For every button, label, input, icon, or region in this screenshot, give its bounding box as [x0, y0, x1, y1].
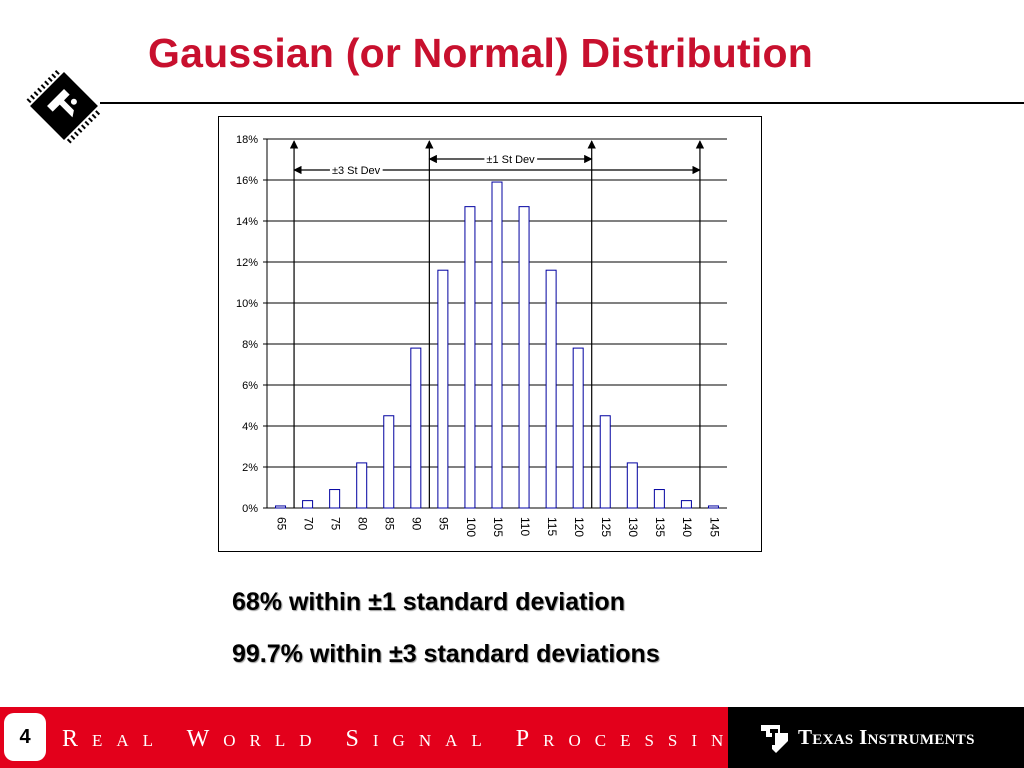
y-tick-label: 8% — [242, 339, 258, 351]
label-background — [329, 165, 383, 177]
x-tick-label: 100 — [464, 517, 478, 537]
x-tick-label: 145 — [707, 517, 721, 537]
ti-chip-logo — [26, 69, 101, 144]
x-tick-label: 95 — [437, 517, 451, 531]
bar — [707, 505, 719, 509]
x-tick-label: 75 — [328, 517, 342, 531]
bar — [275, 505, 287, 509]
x-tick-label: 105 — [491, 517, 505, 537]
bar — [599, 415, 611, 509]
bar — [491, 181, 503, 509]
x-tick-label: 130 — [626, 517, 640, 537]
footer-red-band: 4 Real World Signal ProcessingTM — [0, 707, 777, 768]
summary-one-sd: 68% within ±1 standard deviation — [232, 588, 625, 616]
y-tick-label: 6% — [242, 380, 258, 392]
y-tick-label: 2% — [242, 462, 258, 474]
bar — [572, 347, 584, 509]
company-name: Texas Instruments — [798, 725, 975, 749]
label-background — [484, 154, 538, 166]
bar — [410, 347, 422, 509]
y-tick-label: 12% — [236, 257, 258, 269]
x-tick-label: 80 — [356, 517, 370, 531]
y-tick-label: 18% — [236, 134, 258, 146]
y-tick-label: 10% — [236, 298, 258, 310]
y-tick-label: 16% — [236, 175, 258, 187]
bar — [329, 489, 341, 509]
x-tick-label: 70 — [301, 517, 315, 531]
x-tick-label: 135 — [653, 517, 667, 537]
x-tick-label: 110 — [518, 517, 532, 536]
bar — [383, 415, 395, 509]
ti-state-icon — [761, 725, 788, 753]
bar — [518, 206, 530, 509]
bar — [464, 206, 476, 509]
bar — [302, 500, 314, 509]
bar — [356, 462, 368, 509]
bar-chart: 0% 2% 4% 6% 8% 10% 12% 14% 16% 18% 65 70 75 80 85 90 95 1… — [236, 134, 727, 537]
bar — [626, 462, 638, 509]
three-sd-label: ±3 St Dev — [332, 165, 381, 177]
footer-bar: 4 Real World Signal ProcessingTM Texas I… — [0, 707, 1024, 768]
chart-frame: 0% 2% 4% 6% 8% 10% 12% 14% 16% 18% 65 70 75 80 85 90 95 1… — [218, 116, 762, 552]
y-tick-label: 14% — [236, 216, 258, 228]
tagline-text: Real World Signal Processing — [62, 726, 764, 752]
y-tick-label: 4% — [242, 421, 258, 433]
footer-tagline: Real World Signal ProcessingTM — [62, 724, 777, 753]
x-tick-label: 120 — [572, 517, 586, 537]
x-tick-label: 125 — [599, 517, 613, 537]
bar — [437, 269, 449, 509]
x-tick-label: 140 — [680, 517, 694, 537]
slide-title: Gaussian (or Normal) Distribution — [148, 30, 813, 76]
bar — [653, 489, 665, 509]
summary-three-sd: 99.7% within ±3 standard deviations — [232, 640, 660, 668]
title-divider — [100, 102, 1024, 104]
x-tick-label: 85 — [383, 517, 397, 531]
bar — [680, 500, 692, 509]
footer-black-band: Texas Instruments — [728, 707, 1024, 768]
x-tick-label: 65 — [274, 517, 288, 531]
y-tick-label: 0% — [242, 503, 258, 515]
bar — [545, 269, 557, 509]
x-tick-label: 90 — [410, 517, 424, 531]
page-number: 4 — [4, 713, 46, 761]
one-sd-label: ±1 St Dev — [486, 154, 535, 166]
x-tick-label: 115 — [545, 517, 559, 536]
